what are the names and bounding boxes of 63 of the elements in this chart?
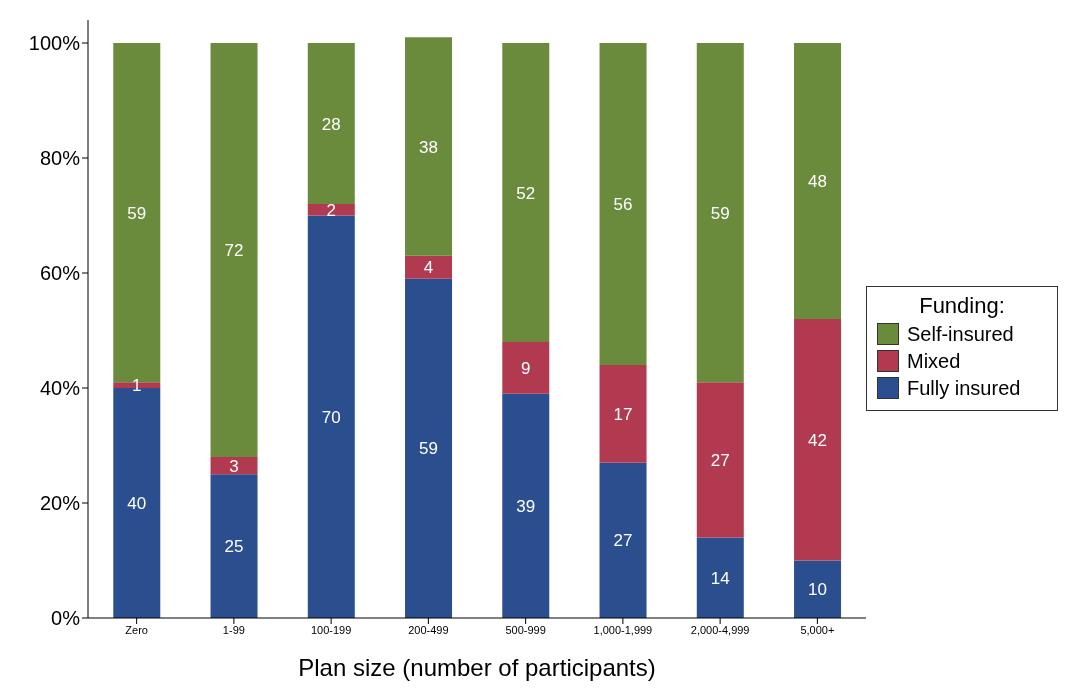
- y-tick-label: 60%: [39, 262, 81, 285]
- data-label: 56: [613, 195, 633, 215]
- bar: [405, 37, 453, 256]
- data-label: 70: [321, 407, 341, 427]
- bar: [307, 43, 355, 204]
- data-label: 28: [321, 114, 341, 134]
- bar: [307, 215, 355, 618]
- x-tick-label: 100-199: [310, 623, 352, 636]
- data-label: 9: [521, 358, 531, 378]
- data-label: 27: [613, 531, 633, 551]
- data-label: 10: [808, 580, 827, 600]
- x-tick-label: 5,000+: [800, 623, 835, 636]
- y-tick-label: 100%: [28, 32, 81, 55]
- data-label: 59: [127, 203, 147, 223]
- data-label: 59: [710, 203, 730, 223]
- data-label: 3: [229, 456, 239, 476]
- legend-label: Self-insured: [906, 322, 1015, 346]
- data-label: 52: [516, 183, 536, 203]
- data-label: 59: [419, 439, 438, 459]
- legend-label: Mixed: [906, 349, 962, 373]
- bar: [502, 393, 550, 618]
- bar: [794, 43, 842, 319]
- data-label: 25: [224, 537, 244, 557]
- x-tick-label: 1,000-1,999: [593, 623, 653, 636]
- y-tick-label: 40%: [39, 377, 81, 400]
- bar: [210, 474, 258, 618]
- bar: [210, 457, 258, 475]
- data-label: 48: [808, 172, 827, 192]
- x-tick-label: 1-99: [222, 623, 245, 636]
- bar: [794, 319, 842, 561]
- bar: [307, 204, 355, 216]
- x-tick-label: 2,000-4,999: [690, 623, 750, 636]
- data-label: 38: [419, 137, 438, 157]
- bar: [502, 342, 550, 394]
- data-label: 4: [423, 258, 434, 278]
- bar: [696, 382, 744, 538]
- legend-title: Funding:: [918, 292, 1006, 319]
- bar: [210, 43, 258, 457]
- bar: [696, 43, 744, 383]
- bar: [794, 560, 842, 618]
- bar: [405, 278, 453, 618]
- data-label: 42: [808, 430, 827, 450]
- x-tick-label: 200-499: [408, 623, 449, 636]
- data-label: 72: [224, 241, 244, 261]
- x-tick-label: 500-999: [505, 623, 546, 636]
- y-tick-label: 20%: [39, 492, 81, 515]
- y-tick-label: 80%: [39, 147, 81, 170]
- bar: [599, 43, 647, 365]
- bar: [405, 255, 453, 279]
- x-tick-label: Zero: [125, 623, 148, 636]
- bar: [599, 462, 647, 618]
- data-label: 17: [613, 404, 633, 424]
- data-label: 27: [710, 450, 730, 470]
- data-label: 2: [326, 200, 337, 220]
- data-label: 40: [127, 494, 147, 514]
- bar: [696, 537, 744, 618]
- bar: [502, 43, 550, 342]
- x-axis-title: Plan size (number of participants): [298, 654, 656, 681]
- y-tick-label: 0%: [51, 607, 81, 630]
- data-label: 14: [710, 568, 730, 588]
- legend-label: Fully insured: [906, 376, 1022, 400]
- bar: [599, 365, 647, 463]
- data-label: 39: [516, 496, 536, 516]
